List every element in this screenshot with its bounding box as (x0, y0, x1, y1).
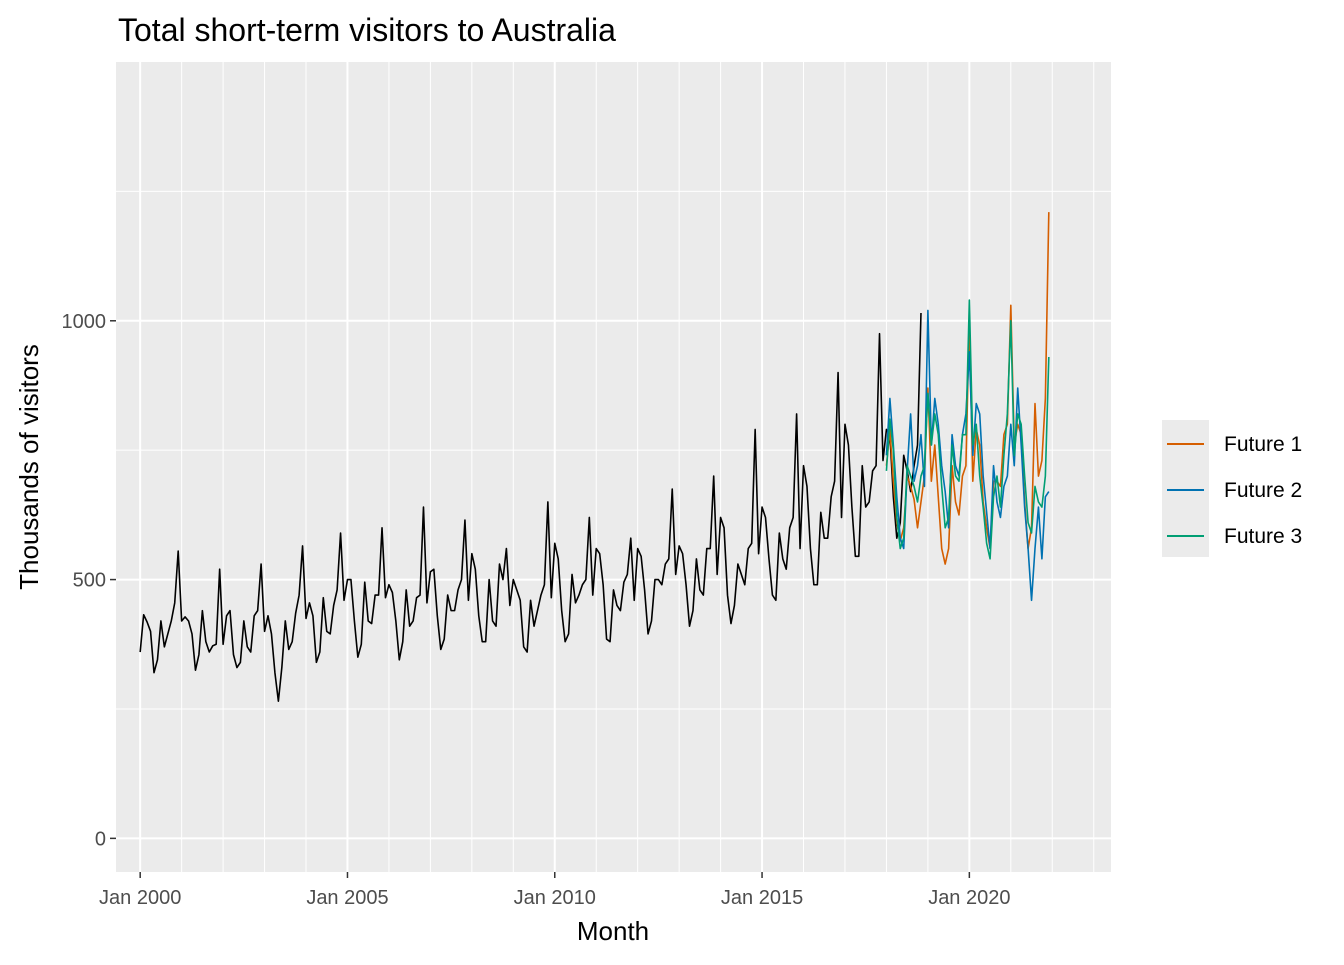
series-lines (139, 212, 1050, 703)
legend: Future 1 Future 2 Future 3 (1162, 420, 1302, 557)
legend-label-future-1: Future 1 (1224, 433, 1302, 456)
y-tick-label: 500 (73, 570, 106, 592)
plot-panel (116, 62, 1111, 872)
x-tick-label: Jan 2020 (928, 887, 1010, 909)
y-tick-label: 0 (95, 828, 106, 850)
axes: 0 500 1000 Jan 2000 Jan 2005 Jan 2010 Jan 2015… (62, 311, 1011, 909)
legend-label-future-2: Future 2 (1224, 479, 1302, 502)
x-axis-title: Month (577, 916, 649, 946)
series-line-history (139, 312, 922, 703)
y-tick-label: 1000 (62, 311, 107, 333)
legend-key-background (1162, 420, 1209, 557)
x-tick-label: Jan 2010 (514, 887, 596, 909)
x-tick-label: Jan 2015 (721, 887, 803, 909)
series-line-future-3 (885, 299, 1050, 560)
y-axis-title: Thousands of visitors (14, 344, 44, 590)
legend-label-future-3: Future 3 (1224, 525, 1302, 548)
x-tick-label: Jan 2005 (306, 887, 388, 909)
chart-title: Total short-term visitors to Australia (118, 12, 616, 48)
x-tick-label: Jan 2000 (99, 887, 181, 909)
